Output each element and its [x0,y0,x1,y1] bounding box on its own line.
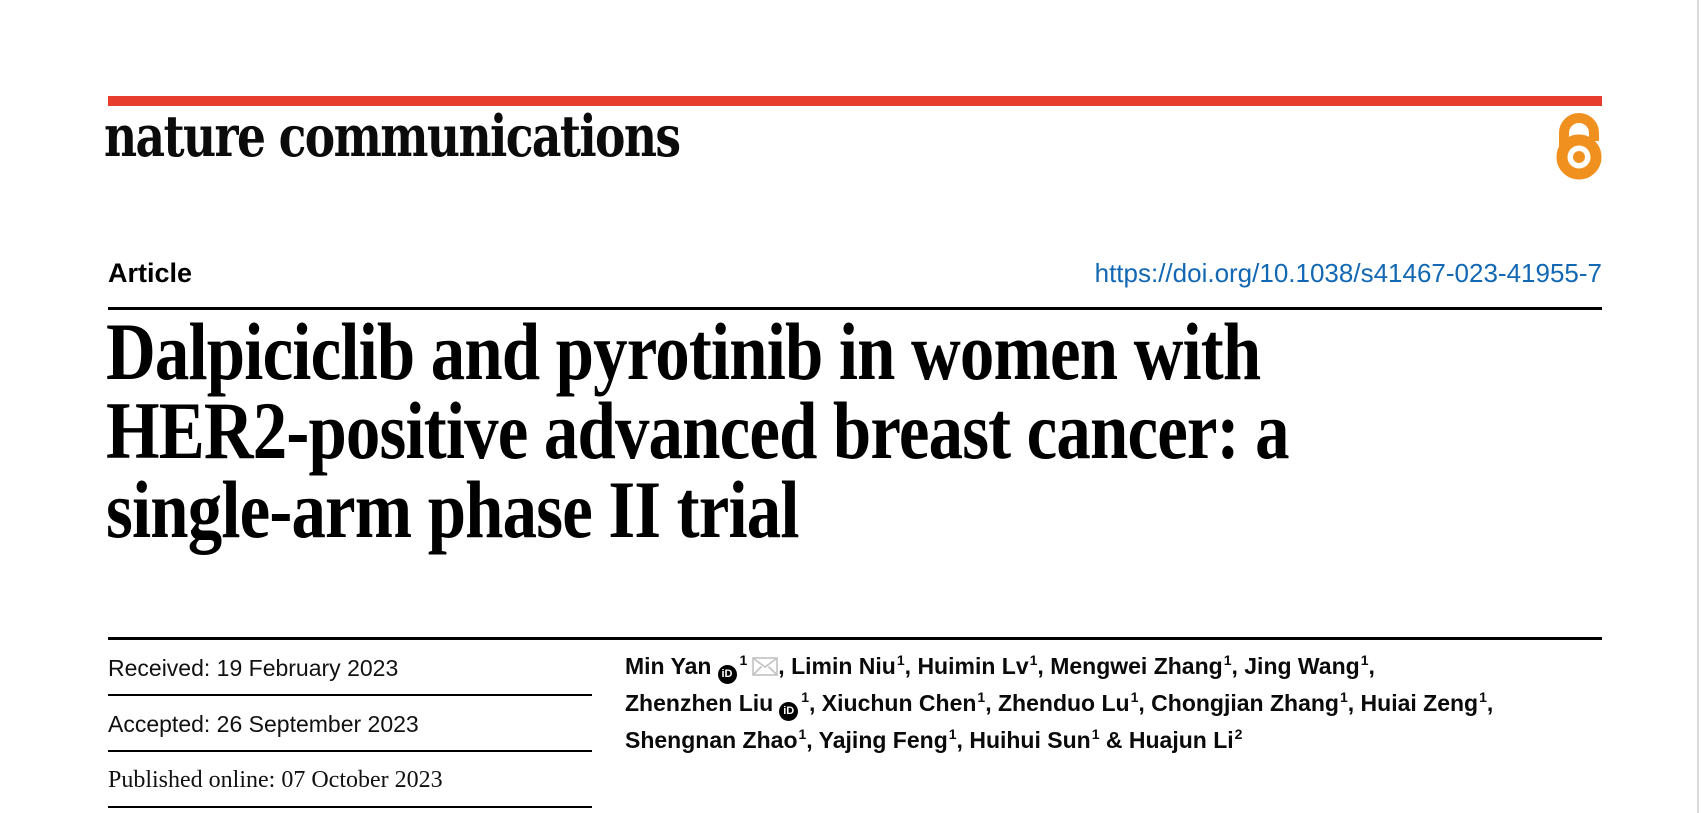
title-line-1: Dalpiciclib and pyrotinib in women with [106,306,1261,397]
affiliation-superscript: 1 [801,689,810,705]
affiliation-superscript: 1 [1091,726,1100,742]
masthead-accent-bar [108,96,1602,106]
header-divider [108,307,1602,310]
orcid-icon[interactable]: iD [717,665,737,684]
history-divider [108,694,592,696]
author-line: Zhenzhen Liu iD1, Xiuchun Chen1, Zhenduo … [625,685,1615,722]
author-name: Huihui Sun [969,727,1091,753]
affiliation-superscript: 1 [798,726,807,742]
article-title: Dalpiciclib and pyrotinib in women with H… [106,311,1290,551]
author-name: Limin Niu [791,653,896,679]
doi-link[interactable]: https://doi.org/10.1038/s41467-023-41955… [1094,258,1602,288]
affiliation-superscript: 1 [1223,652,1232,668]
author-name: Yajing Feng [818,727,948,753]
title-line-2: HER2-positive advanced breast cancer: a [106,385,1290,476]
page-edge-line [1697,0,1699,813]
author-name: Chongjian Zhang [1151,690,1339,716]
affiliation-superscript: 1 [1479,689,1487,705]
article-meta-row: Article https://doi.org/10.1038/s41467-0… [108,258,1602,289]
received-date: Received: 19 February 2023 [108,655,399,681]
history-divider [108,750,592,752]
author-list: Min Yan iD1, Limin Niu1, Huimin Lv1, Meng… [625,648,1615,759]
affiliation-superscript: 1 [977,689,986,705]
journal-wordmark: nature communications [104,103,681,170]
article-type-label: Article [108,258,193,288]
affiliation-superscript: 1 [739,652,748,668]
author-name: Zhenzhen Liu [625,690,774,716]
affiliation-superscript: 1 [1029,652,1038,668]
author-name: Huajun Li [1128,727,1234,753]
published-date: Published online: 07 October 2023 [108,767,443,793]
author-name: Shengnan Zhao [625,727,798,753]
title-line-3: single-arm phase II trial [106,464,799,555]
affiliation-superscript: 1 [896,652,905,668]
affiliation-superscript: 1 [948,726,957,742]
affiliation-superscript: 1 [1360,652,1369,668]
affiliation-superscript: 1 [1339,689,1348,705]
accepted-date: Accepted: 26 September 2023 [108,711,419,737]
author-line: Min Yan iD1, Limin Niu1, Huimin Lv1, Meng… [625,648,1615,685]
open-access-icon [1556,108,1602,185]
author-name: Min Yan [625,653,712,679]
author-line: Shengnan Zhao1, Yajing Feng1, Huihui Sun… [625,726,1243,753]
author-name: Zhenduo Lu [998,690,1130,716]
envelope-icon[interactable] [752,650,779,687]
affiliation-superscript: 1 [1130,689,1139,705]
author-name: Jing Wang [1244,653,1360,679]
author-name: Huimin Lv [917,653,1029,679]
orcid-icon[interactable]: iD [779,702,799,721]
author-name: Xiuchun Chen [821,690,977,716]
history-divider [108,806,592,808]
author-name: Huiai Zeng [1360,690,1479,716]
author-name: Mengwei Zhang [1050,653,1223,679]
history-top-divider [108,637,1602,640]
affiliation-superscript: 2 [1234,726,1243,742]
